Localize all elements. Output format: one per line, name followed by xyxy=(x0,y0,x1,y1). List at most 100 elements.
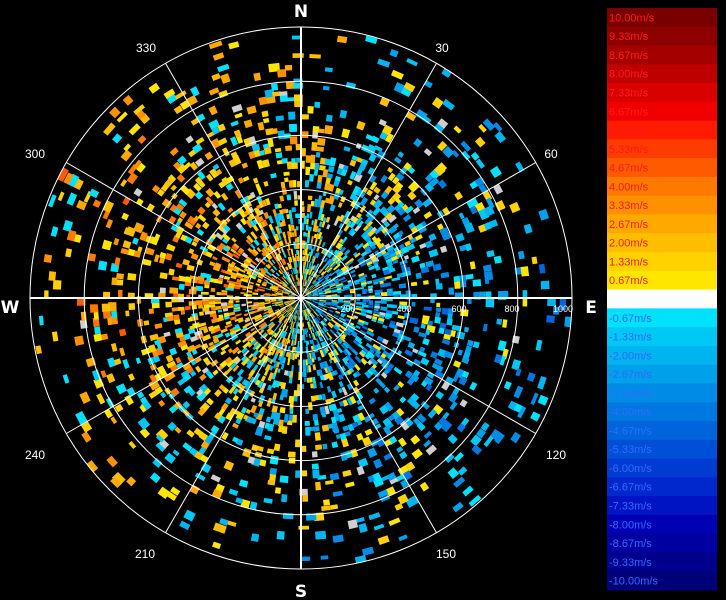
velocity-cell xyxy=(372,313,381,318)
velocity-cell xyxy=(274,147,282,153)
velocity-cell xyxy=(334,234,341,241)
legend-label: 10.00m/s xyxy=(609,12,655,24)
velocity-cell xyxy=(307,195,313,201)
velocity-cell xyxy=(423,148,433,157)
velocity-cell xyxy=(511,359,522,371)
velocity-cell xyxy=(360,357,368,366)
velocity-cell xyxy=(420,323,426,329)
velocity-cell xyxy=(250,404,258,414)
velocity-cell xyxy=(254,343,262,351)
velocity-cell xyxy=(73,233,82,243)
velocity-cell xyxy=(280,363,285,370)
velocity-cell xyxy=(253,341,259,347)
velocity-cell xyxy=(307,229,311,238)
velocity-cell xyxy=(154,233,161,241)
velocity-cell xyxy=(220,302,228,307)
velocity-cell xyxy=(322,318,327,323)
velocity-cell xyxy=(175,203,185,212)
velocity-cell xyxy=(251,355,258,363)
velocity-cell xyxy=(354,355,363,364)
velocity-cell xyxy=(368,290,374,294)
velocity-cell xyxy=(271,299,277,302)
velocity-cell xyxy=(467,298,472,305)
velocity-cell xyxy=(186,344,196,353)
velocity-cell xyxy=(461,150,471,161)
velocity-cell xyxy=(358,274,368,280)
velocity-cell xyxy=(277,253,283,260)
velocity-cell xyxy=(269,455,279,465)
legend-swatch xyxy=(607,83,717,103)
velocity-cell xyxy=(320,311,328,317)
velocity-cell xyxy=(356,120,366,131)
velocity-cell xyxy=(344,371,349,376)
velocity-cell xyxy=(245,331,252,338)
velocity-cell xyxy=(329,329,336,335)
velocity-cell xyxy=(174,90,187,100)
velocity-cell xyxy=(79,391,91,404)
velocity-cell xyxy=(380,216,388,224)
velocity-cell xyxy=(92,199,102,208)
velocity-cell xyxy=(294,353,298,359)
velocity-cell xyxy=(418,226,428,234)
velocity-cell xyxy=(485,298,495,308)
velocity-cell xyxy=(306,315,309,321)
velocity-cell xyxy=(318,290,327,294)
velocity-cell xyxy=(152,457,163,468)
velocity-cell xyxy=(272,360,278,369)
velocity-cell xyxy=(327,278,336,284)
velocity-cell xyxy=(172,449,180,457)
velocity-cell xyxy=(48,194,57,208)
velocity-cell xyxy=(189,325,195,330)
velocity-cell xyxy=(365,35,378,44)
velocity-cell xyxy=(435,390,445,400)
velocity-cell xyxy=(256,159,264,170)
legend-swatch xyxy=(607,26,717,47)
velocity-cell xyxy=(63,172,74,185)
velocity-cell xyxy=(126,476,137,487)
velocity-cell xyxy=(120,247,129,255)
velocity-cell xyxy=(298,286,301,292)
velocity-cell xyxy=(376,358,383,365)
velocity-cell xyxy=(392,304,398,309)
velocity-cell xyxy=(171,276,180,281)
velocity-cell xyxy=(280,247,285,253)
velocity-cell xyxy=(67,173,80,188)
velocity-cell xyxy=(234,112,243,119)
velocity-cell xyxy=(257,359,262,365)
velocity-cell xyxy=(221,290,228,293)
velocity-cell xyxy=(338,238,344,244)
velocity-cell xyxy=(318,290,323,293)
velocity-cell xyxy=(441,381,451,391)
velocity-cell xyxy=(307,307,312,313)
velocity-cell xyxy=(296,390,301,397)
velocity-cell xyxy=(214,412,222,421)
velocity-cell xyxy=(173,318,181,325)
velocity-cell xyxy=(243,268,253,274)
velocity-cell xyxy=(453,125,462,134)
velocity-cell xyxy=(278,315,284,321)
velocity-cells xyxy=(35,35,572,564)
velocity-cell xyxy=(314,252,318,258)
velocity-cell xyxy=(285,145,293,151)
velocity-cell xyxy=(276,290,284,293)
velocity-cell xyxy=(350,230,356,237)
velocity-cell xyxy=(424,182,435,193)
velocity-cell xyxy=(395,407,405,417)
velocity-cell xyxy=(282,231,287,239)
velocity-cell xyxy=(306,299,314,302)
velocity-cell xyxy=(255,283,261,287)
velocity-cell xyxy=(318,206,324,215)
velocity-cell xyxy=(456,423,466,433)
velocity-cell xyxy=(321,505,331,512)
velocity-cell xyxy=(333,249,339,255)
velocity-cell xyxy=(340,335,346,340)
velocity-cell xyxy=(327,322,334,329)
velocity-cell xyxy=(336,287,342,291)
velocity-cell xyxy=(360,279,367,284)
velocity-cell xyxy=(410,434,421,445)
velocity-cell xyxy=(310,200,315,207)
velocity-cell xyxy=(291,287,297,294)
velocity-cell xyxy=(422,280,429,285)
velocity-cell xyxy=(328,404,334,412)
velocity-cell xyxy=(128,441,137,450)
